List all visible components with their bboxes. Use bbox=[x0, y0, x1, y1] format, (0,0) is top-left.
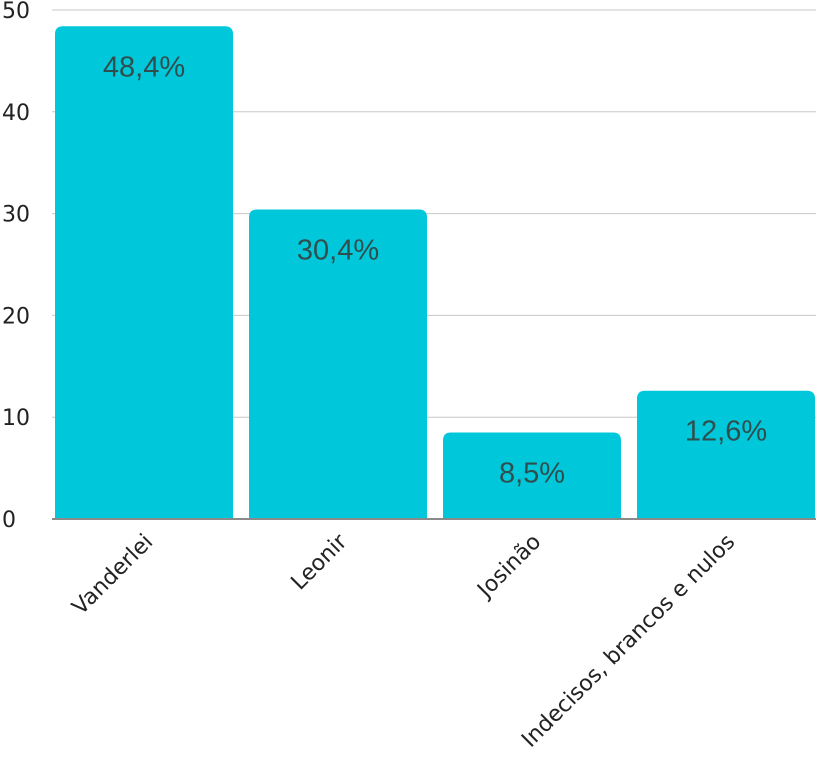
y-tick-label: 20 bbox=[2, 304, 30, 329]
y-tick-label: 40 bbox=[2, 101, 30, 126]
y-axis-ticks: 0 10 20 30 40 50 bbox=[2, 0, 30, 533]
bar bbox=[443, 432, 621, 519]
data-label: 48,4% bbox=[103, 51, 185, 83]
data-label: 30,4% bbox=[297, 235, 379, 267]
bar bbox=[637, 390, 815, 519]
data-label: 8,5% bbox=[499, 457, 565, 489]
data-label: 12,6% bbox=[685, 416, 767, 448]
y-tick-label: 30 bbox=[2, 203, 30, 228]
x-tick-label: Indecisos, brancos e nulos bbox=[517, 530, 740, 753]
bar bbox=[249, 209, 427, 519]
y-tick-label: 50 bbox=[2, 0, 30, 24]
data-labels: 48,4% 30,4% 8,5% 12,6% bbox=[103, 51, 767, 489]
bars bbox=[55, 26, 815, 520]
x-tick-label: Leonir bbox=[287, 529, 353, 595]
y-tick-label: 0 bbox=[2, 508, 16, 533]
x-tick-label: Josinão bbox=[472, 530, 547, 605]
y-tick-label: 10 bbox=[2, 406, 30, 431]
bar bbox=[55, 26, 233, 520]
x-tick-label: Vanderlei bbox=[68, 530, 159, 621]
